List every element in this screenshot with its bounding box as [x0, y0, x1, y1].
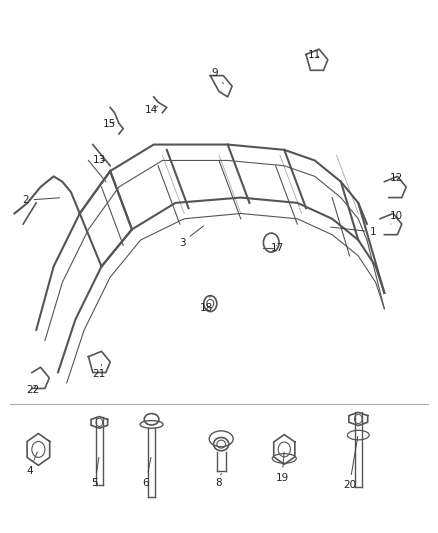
Text: 1: 1	[331, 227, 377, 237]
Text: 3: 3	[179, 226, 204, 248]
Text: 15: 15	[102, 119, 116, 130]
Text: 14: 14	[145, 105, 158, 115]
Text: 9: 9	[212, 68, 223, 84]
Text: 21: 21	[93, 365, 106, 378]
Text: 2: 2	[22, 195, 60, 205]
Text: 22: 22	[26, 384, 39, 394]
Text: 20: 20	[343, 436, 358, 490]
Text: 6: 6	[143, 457, 151, 488]
Text: 19: 19	[276, 452, 289, 482]
Text: 18: 18	[200, 296, 213, 313]
Text: 10: 10	[390, 211, 403, 224]
Text: 11: 11	[308, 51, 321, 60]
Text: 8: 8	[215, 473, 223, 488]
Text: 12: 12	[390, 173, 403, 183]
Text: 17: 17	[271, 243, 284, 253]
Text: 4: 4	[26, 452, 37, 475]
Text: 5: 5	[92, 457, 99, 488]
Text: 13: 13	[93, 156, 106, 165]
